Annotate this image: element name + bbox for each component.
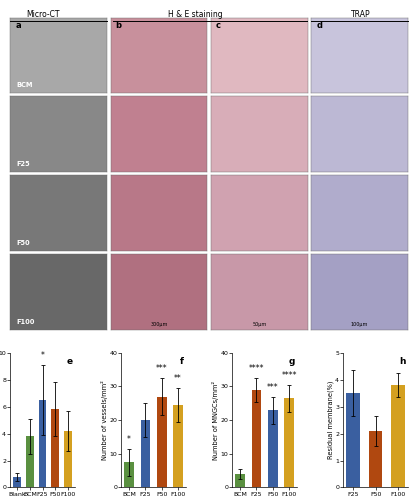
Text: 300μm: 300μm <box>150 322 168 326</box>
Text: F100: F100 <box>16 319 35 325</box>
Bar <box>173 405 183 487</box>
Bar <box>140 420 150 488</box>
Y-axis label: Number of MNGCs/mm²: Number of MNGCs/mm² <box>212 380 219 460</box>
Text: e: e <box>67 357 73 366</box>
Bar <box>391 385 405 488</box>
Y-axis label: Residual membrane(%): Residual membrane(%) <box>327 381 334 460</box>
Bar <box>52 410 59 488</box>
Bar <box>124 462 134 487</box>
Bar <box>252 390 261 488</box>
Bar <box>369 431 382 488</box>
Text: 100μm: 100μm <box>351 322 368 326</box>
Text: *: * <box>127 434 131 444</box>
Text: **: ** <box>174 374 182 383</box>
Bar <box>26 436 34 488</box>
Text: Micro-CT: Micro-CT <box>26 10 60 19</box>
Text: F25: F25 <box>16 161 30 167</box>
Text: ***: *** <box>267 382 279 392</box>
Text: f: f <box>180 357 184 366</box>
Text: F50: F50 <box>16 240 30 246</box>
Bar <box>13 476 21 488</box>
Text: b: b <box>115 22 122 30</box>
Text: ****: **** <box>249 364 264 373</box>
Text: *: * <box>41 350 44 360</box>
Text: H & E staining: H & E staining <box>169 10 223 19</box>
Bar <box>157 396 166 488</box>
Bar <box>39 400 47 488</box>
Text: a: a <box>15 22 21 30</box>
Bar <box>64 431 72 488</box>
Text: ****: **** <box>281 370 297 380</box>
Text: g: g <box>288 357 295 366</box>
Y-axis label: Number of vessels/mm²: Number of vessels/mm² <box>101 380 108 460</box>
Text: c: c <box>216 22 221 30</box>
Text: BCM: BCM <box>16 82 33 88</box>
Bar <box>235 474 245 488</box>
Text: 50μm: 50μm <box>252 322 267 326</box>
Text: d: d <box>316 22 322 30</box>
Bar <box>284 398 294 488</box>
Text: TRAP: TRAP <box>351 10 370 19</box>
Bar <box>268 410 278 488</box>
Bar <box>346 393 360 488</box>
Text: ***: *** <box>156 364 168 373</box>
Text: h: h <box>400 357 406 366</box>
